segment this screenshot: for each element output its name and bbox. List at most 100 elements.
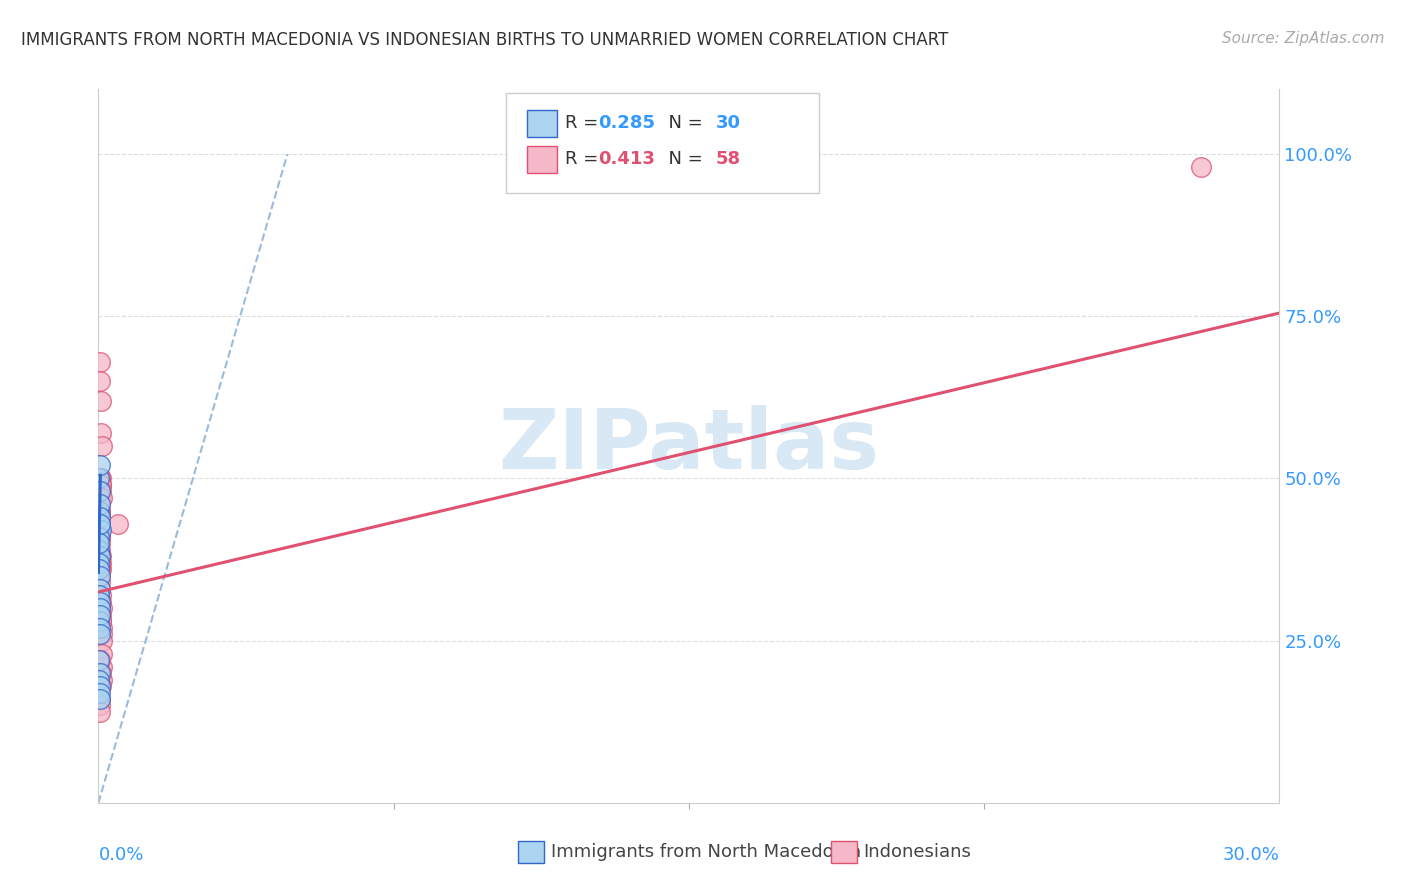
Point (89, 679, 111, 693)
Point (90, 556, 112, 570)
Point (89, 595, 111, 609)
Point (91, 659, 114, 673)
Point (90, 595, 112, 609)
FancyBboxPatch shape (506, 93, 818, 193)
Point (89, 556, 111, 570)
Point (91, 633, 114, 648)
Point (87, 556, 110, 570)
Point (89, 673, 111, 687)
Point (89, 497, 111, 511)
Point (89, 692, 111, 706)
Point (90, 471, 112, 485)
Point (89, 530, 111, 544)
Point (90, 562, 112, 576)
Point (90, 601, 112, 615)
Point (89, 542, 111, 557)
Point (89, 471, 111, 485)
Point (89, 484, 111, 499)
Point (89, 497, 111, 511)
Point (89, 601, 111, 615)
Point (90, 549, 112, 564)
Point (89, 549, 111, 564)
Text: 0.0%: 0.0% (98, 846, 143, 863)
Point (89, 530, 111, 544)
Point (89, 666, 111, 681)
Point (89, 621, 111, 635)
Point (89, 536, 111, 550)
Point (90, 491, 112, 505)
Point (89, 516, 111, 531)
Point (89, 692, 111, 706)
Point (90, 679, 112, 693)
Point (89, 556, 111, 570)
Point (89, 516, 111, 531)
Point (1189, 160, 1212, 174)
Text: N =: N = (657, 114, 709, 132)
Point (90, 478, 112, 492)
Point (89, 471, 111, 485)
Text: ZIPatlas: ZIPatlas (499, 406, 879, 486)
Text: 30.0%: 30.0% (1223, 846, 1279, 863)
Text: Source: ZipAtlas.com: Source: ZipAtlas.com (1222, 31, 1385, 46)
Point (89, 575, 111, 590)
Text: 58: 58 (716, 150, 741, 168)
Point (89, 568, 111, 582)
Point (90, 621, 112, 635)
Point (89, 653, 111, 667)
Point (89, 568, 111, 582)
Point (89, 354, 111, 368)
Point (89, 536, 111, 550)
Point (89, 653, 111, 667)
Text: Immigrants from North Macedonia: Immigrants from North Macedonia (551, 843, 860, 861)
Point (91, 673, 114, 687)
Point (89, 698, 111, 713)
Point (89, 601, 111, 615)
Point (89, 627, 111, 641)
Point (90, 478, 112, 492)
Point (89, 582, 111, 596)
Point (90, 393, 112, 408)
Point (89, 530, 111, 544)
Text: R =: R = (565, 114, 605, 132)
Text: 0.285: 0.285 (598, 114, 655, 132)
Point (89, 705, 111, 719)
Bar (527, 110, 557, 137)
Point (90, 588, 112, 602)
Point (91, 627, 114, 641)
Point (89, 524, 111, 538)
Text: N =: N = (657, 150, 709, 168)
Point (90, 647, 112, 661)
Point (89, 516, 111, 531)
Point (90, 607, 112, 622)
Point (90, 614, 112, 628)
Point (89, 491, 111, 505)
Text: 0.413: 0.413 (598, 150, 655, 168)
Point (89, 530, 111, 544)
Point (89, 582, 111, 596)
Point (89, 562, 111, 576)
Point (90, 425, 112, 440)
Text: R =: R = (565, 150, 605, 168)
Point (89, 685, 111, 699)
Point (89, 374, 111, 388)
Point (89, 549, 111, 564)
Point (90, 614, 112, 628)
Point (89, 588, 111, 602)
Bar (517, 840, 544, 863)
Point (90, 484, 112, 499)
Point (89, 458, 111, 473)
Point (89, 536, 111, 550)
Text: Indonesians: Indonesians (863, 843, 972, 861)
Point (107, 516, 129, 531)
Bar (527, 145, 557, 173)
Point (89, 504, 111, 518)
Point (90, 666, 112, 681)
Point (90, 439, 112, 453)
Point (89, 607, 111, 622)
Text: 30: 30 (716, 114, 741, 132)
Point (89, 510, 111, 524)
Point (90, 524, 112, 538)
Point (89, 510, 111, 524)
Point (89, 516, 111, 531)
Point (89, 510, 111, 524)
